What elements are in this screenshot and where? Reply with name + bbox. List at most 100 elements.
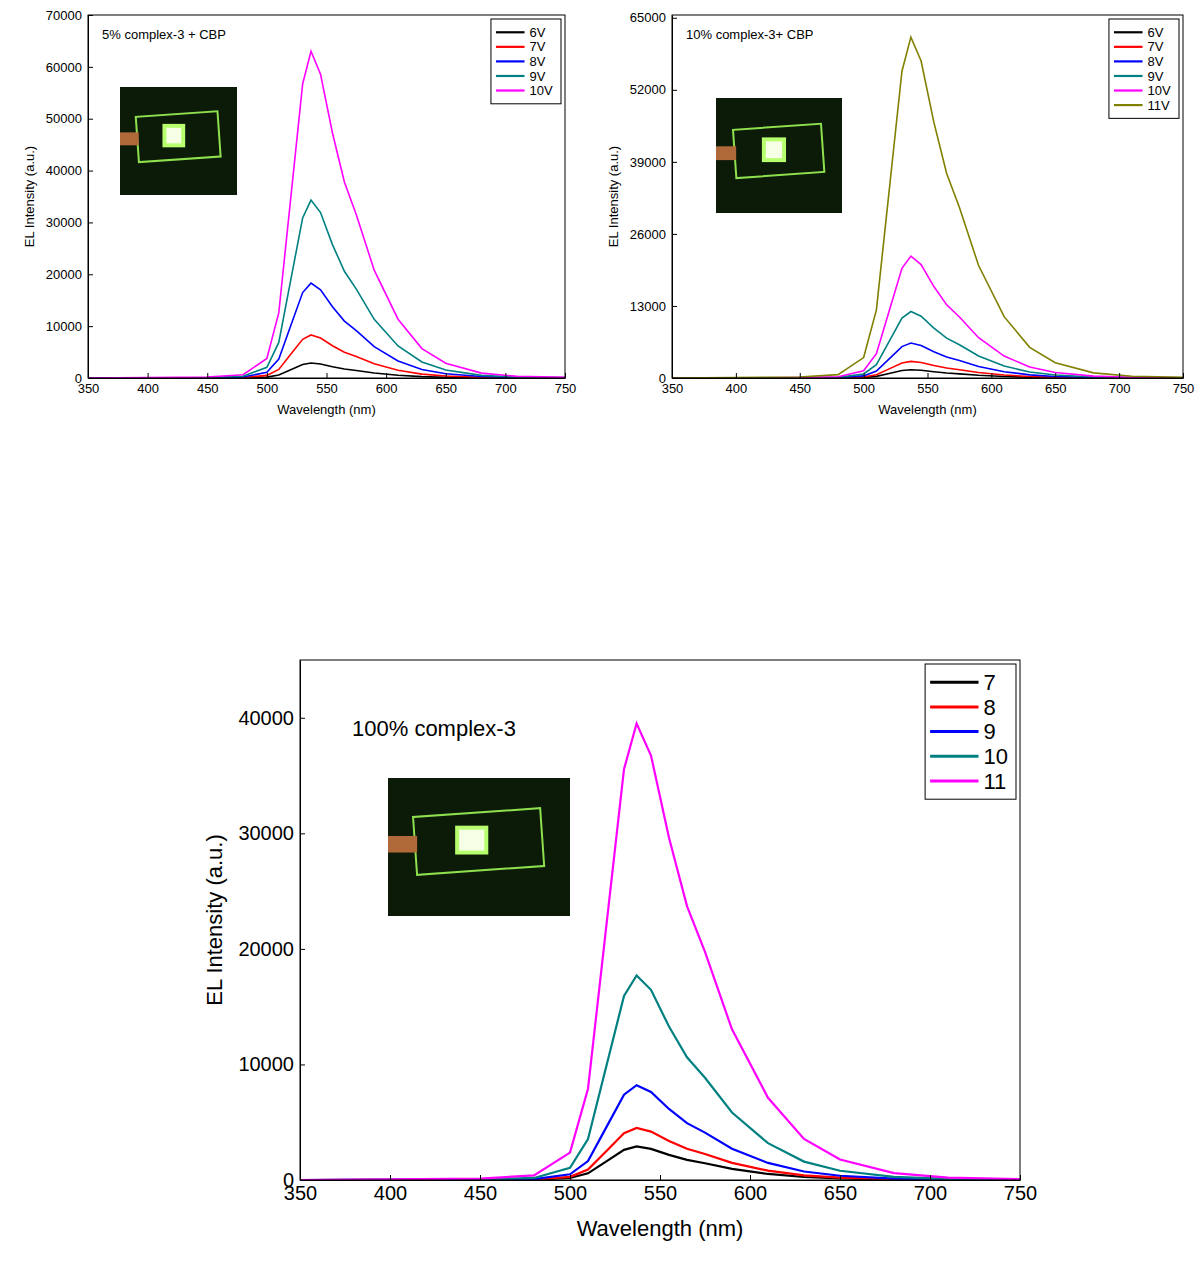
x-tick: 700 xyxy=(914,1175,947,1204)
x-axis: 350400450500550600650700750 xyxy=(662,373,1195,396)
x-tick-mark xyxy=(864,373,865,378)
y-tick-label: 40000 xyxy=(46,163,82,178)
x-tick-label: 550 xyxy=(644,1182,677,1204)
x-tick: 500 xyxy=(554,1175,587,1204)
x-tick: 500 xyxy=(853,373,875,396)
y-tick-label: 10000 xyxy=(238,1053,294,1075)
y-tick-label: 40000 xyxy=(238,707,294,729)
y-tick-label: 0 xyxy=(75,371,82,386)
y-tick-mark xyxy=(672,378,677,379)
x-tick-mark xyxy=(390,1175,391,1180)
y-tick: 10000 xyxy=(238,1053,305,1075)
x-axis: 350400450500550600650700750 xyxy=(284,1175,1037,1204)
inset-photo xyxy=(716,98,842,213)
y-tick-label: 0 xyxy=(659,371,666,386)
legend-label: 9 xyxy=(984,719,996,744)
x-tick-label: 500 xyxy=(853,381,875,396)
legend-swatch xyxy=(930,779,978,782)
y-tick-label: 65000 xyxy=(630,10,666,25)
x-tick: 750 xyxy=(1004,1175,1037,1204)
x-tick: 600 xyxy=(376,373,398,396)
x-tick: 600 xyxy=(981,373,1003,396)
y-tick-mark xyxy=(672,234,677,235)
inset-photo xyxy=(120,87,237,195)
legend-box xyxy=(925,664,1016,799)
inset-background xyxy=(120,87,237,195)
legend-swatch xyxy=(930,755,978,758)
series-line xyxy=(672,37,1183,378)
legend-box xyxy=(491,19,561,104)
y-tick: 50000 xyxy=(46,111,93,126)
x-tick-mark xyxy=(480,1175,481,1180)
inset-background xyxy=(716,98,842,213)
x-tick-mark xyxy=(148,373,149,378)
x-tick: 450 xyxy=(464,1175,497,1204)
legend-swatch xyxy=(1114,46,1143,48)
x-tick-label: 450 xyxy=(197,381,219,396)
y-tick: 10000 xyxy=(46,319,93,334)
y-tick: 0 xyxy=(75,371,93,386)
inset-substrate xyxy=(733,124,824,178)
y-axis: 0 10000 20000 30000 40000 xyxy=(238,661,305,1191)
series-line xyxy=(672,343,1183,378)
annotation: 5% complex-3 + CBP xyxy=(102,27,226,42)
x-tick: 550 xyxy=(917,373,939,396)
x-tick-label: 400 xyxy=(726,381,748,396)
y-tick-mark xyxy=(88,326,93,327)
legend-swatch xyxy=(1114,31,1143,33)
x-tick: 450 xyxy=(789,373,811,396)
x-tick-label: 400 xyxy=(137,381,159,396)
series-line xyxy=(672,361,1183,378)
y-tick-label: 20000 xyxy=(238,938,294,960)
x-tick: 650 xyxy=(435,373,457,396)
inset-pixel xyxy=(164,126,183,145)
chart-panel: 3504004505005506006507007500100002000030… xyxy=(202,660,1037,1241)
x-tick-mark xyxy=(570,1175,571,1180)
legend-label: 10V xyxy=(530,83,553,98)
plot-lines xyxy=(300,724,1020,1180)
y-tick-mark xyxy=(300,1064,305,1065)
x-axis-title: Wavelength (nm) xyxy=(577,1216,744,1241)
x-tick-label: 700 xyxy=(914,1182,947,1204)
x-tick: 600 xyxy=(734,1175,767,1204)
x-tick-mark xyxy=(267,373,268,378)
legend-label: 8 xyxy=(984,695,996,720)
y-tick: 13000 xyxy=(630,299,677,314)
legend-label: 6V xyxy=(1148,25,1164,40)
x-tick-mark xyxy=(327,373,328,378)
x-tick-mark xyxy=(386,373,387,378)
y-tick-label: 0 xyxy=(283,1169,294,1191)
y-axis: 010000200003000040000500006000070000 xyxy=(46,8,93,386)
y-axis-title: EL Intensity (a.u.) xyxy=(606,146,621,247)
legend-swatch xyxy=(1114,75,1143,77)
inset-probe xyxy=(120,132,139,145)
series-line xyxy=(672,256,1183,378)
legend-swatch xyxy=(1114,89,1143,91)
inset-substrate xyxy=(413,808,544,875)
axis-line xyxy=(300,661,301,1181)
y-tick-mark xyxy=(88,67,93,68)
x-tick-label: 600 xyxy=(376,381,398,396)
y-tick: 30000 xyxy=(238,822,305,844)
y-tick-label: 52000 xyxy=(630,82,666,97)
x-tick-label: 500 xyxy=(554,1182,587,1204)
chart-panel: 3504004505005506006507007500100002000030… xyxy=(22,8,576,417)
x-tick-label: 600 xyxy=(981,381,1003,396)
x-tick-mark xyxy=(207,373,208,378)
annotation: 100% complex-3 xyxy=(352,716,516,741)
legend: 7891011 xyxy=(925,664,1016,799)
inset-substrate xyxy=(136,111,221,162)
y-tick: 30000 xyxy=(46,215,93,230)
y-tick-mark xyxy=(300,718,305,719)
y-tick-mark xyxy=(672,306,677,307)
y-tick-mark xyxy=(300,1180,305,1181)
x-tick-mark xyxy=(1183,373,1184,378)
legend-label: 9V xyxy=(530,69,546,84)
y-tick-label: 60000 xyxy=(46,60,82,75)
legend-label: 11 xyxy=(984,769,1007,794)
y-tick-mark xyxy=(672,90,677,91)
series-line xyxy=(300,724,1020,1180)
x-axis-title: Wavelength (nm) xyxy=(878,402,977,417)
x-tick-label: 450 xyxy=(789,381,811,396)
x-tick-mark xyxy=(930,1175,931,1180)
